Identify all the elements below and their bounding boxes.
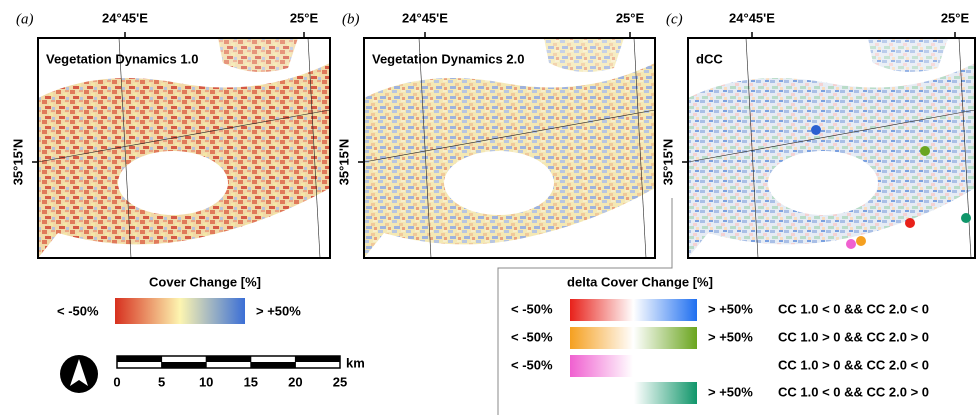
delta-ramp [634,382,697,404]
delta-max: > +50% [708,329,753,344]
panel-label: (a) [16,11,34,27]
delta-legend-title: delta Cover Change [%] [567,274,713,289]
delta-condition: CC 1.0 > 0 && CC 2.0 < 0 [778,357,929,372]
lake [768,151,878,215]
delta-condition: CC 1.0 > 0 && CC 2.0 > 0 [778,329,929,344]
figure: (a) Vegetation Dynamics 1.0 24°45'E 25°E 35°… [0,0,976,415]
lat-label: 35°15'N [10,139,25,186]
map-content [38,38,330,258]
page: { "panels": [ {"label": "(a)", "title": … [0,0,976,415]
panel-title: dCC [696,51,723,66]
lake [898,224,976,252]
map-content [364,38,655,258]
delta-ramp [570,299,697,321]
delta-min: < -50% [511,357,553,372]
scale-segment [117,356,162,362]
lake [444,151,554,215]
delta-max: > +50% [708,301,753,316]
map-panel: (c) dCC 24°45'E 25°E 35°15'N [660,10,976,258]
scale-segment [206,356,251,362]
lon-label: 24°45'E [729,10,775,25]
legend-min: < -50% [57,303,99,318]
lon-label: 24°45'E [402,10,448,25]
lake [574,224,654,252]
delta-min: < -50% [511,329,553,344]
lon-label: 25°E [290,10,319,25]
scale-bar: 0 5 10 15 20 25 [113,356,347,389]
lon-label: 24°45'E [102,10,148,25]
lat-label: 35°15'N [660,139,675,186]
panel-label: (b) [342,11,360,27]
legend-max: > +50% [256,303,301,318]
delta-condition: CC 1.0 < 0 && CC 2.0 < 0 [778,301,929,316]
scale-label: 0 [113,374,120,389]
lat-label: 35°15'N [336,139,351,186]
map-panel: (b) Vegetation Dynamics 2.0 24°45'E 25°E 35°… [336,10,655,258]
delta-min: < -50% [511,301,553,316]
delta-ramp [570,327,697,349]
color-ramp [115,298,245,324]
scale-segment [295,356,340,362]
legend-title: Cover Change [%] [149,274,261,289]
scale-label: 15 [244,374,258,389]
lon-label: 25°E [941,10,970,25]
scale-label: 5 [158,374,165,389]
highlight-site [961,213,971,223]
lake [248,224,328,252]
highlight-site [920,146,930,156]
scale-segment [162,362,207,368]
highlight-site [905,218,915,228]
delta-ramp [570,355,633,377]
highlight-site [846,239,856,249]
scale-label: 10 [199,374,213,389]
scale-unit: km [346,355,365,370]
map-content [688,38,976,258]
scale-label: 25 [333,374,347,389]
panel-title: Vegetation Dynamics 2.0 [372,51,524,66]
highlight-site [811,125,821,135]
scale-label: 20 [288,374,302,389]
lon-label: 25°E [616,10,645,25]
map-panels: (a) Vegetation Dynamics 1.0 24°45'E 25°E 35°… [10,10,976,258]
delta-condition: CC 1.0 < 0 && CC 2.0 > 0 [778,384,929,399]
delta-legend: < -50% > +50% CC 1.0 < 0 && CC 2.0 < 0 < -5… [511,299,929,404]
highlight-site [856,236,866,246]
panel-title: Vegetation Dynamics 1.0 [46,51,198,66]
north-arrow [60,355,98,393]
panel-label: (c) [666,11,683,27]
map-panel: (a) Vegetation Dynamics 1.0 24°45'E 25°E 35°… [10,10,330,258]
delta-max: > +50% [708,384,753,399]
scale-segment [251,362,296,368]
lake [118,151,228,215]
